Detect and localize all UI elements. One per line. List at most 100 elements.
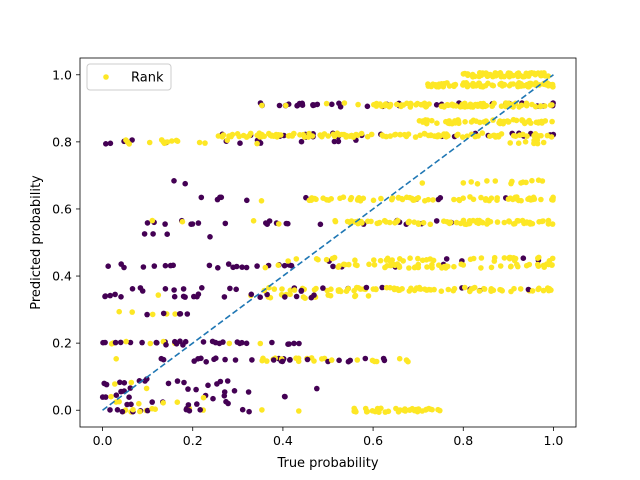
scatter-point [491,100,497,107]
scatter-point [481,286,488,292]
scatter-point [472,101,479,108]
scatter-point [384,263,390,269]
scatter-point [501,219,508,226]
scatter-point [462,119,468,125]
scatter-point [392,262,398,269]
scatter-point [331,138,338,145]
scatter-point [366,261,372,268]
scatter-point [399,286,405,292]
scatter-point [405,219,412,226]
scatter-point [417,132,423,139]
scatter-point [441,218,447,224]
scatter-point [419,180,426,186]
scatter-point [415,221,422,227]
scatter-point [490,82,497,89]
scatter-point [279,358,286,365]
scatter-point [429,117,435,124]
scatter-point [196,139,203,146]
scatter-point [507,263,514,270]
scatter-point [371,358,378,365]
scatter-point [221,294,228,300]
scatter-point [189,221,196,227]
scatter-point [254,263,260,269]
scatter-point [149,311,156,318]
scatter-point [394,286,401,292]
plot-frame [79,57,577,428]
scatter-point [518,102,525,109]
scatter-point [461,80,467,86]
scatter-point [392,131,399,138]
scatter-point [191,358,197,364]
scatter-point [282,393,288,400]
scatter-point [299,102,306,108]
scatter-point [162,221,168,227]
scatter-point [446,120,453,127]
scatter-point [302,295,308,302]
scatter-point [329,255,336,262]
scatter-point [129,137,135,143]
scatter-point [172,338,178,345]
scatter-point [349,132,355,139]
scatter-point [226,340,233,347]
scatter-point [504,100,511,107]
scatter-point [263,220,269,226]
scatter-point [413,285,420,291]
scatter-point [478,194,484,201]
scatter-point [352,293,358,300]
scatter-point [264,358,270,364]
y-tick-label: 1.0 [52,67,72,82]
scatter-point [542,73,548,79]
scatter-point [234,339,241,345]
scatter-point [236,133,242,140]
scatter-point [206,262,213,269]
scatter-point [433,102,440,108]
scatter-point [172,311,178,317]
scatter-point [218,194,225,201]
scatter-point [113,399,119,405]
scatter-point [441,263,447,270]
scatter-point [414,408,421,415]
scatter-point [472,133,479,140]
scatter-point [254,140,260,147]
scatter-point [423,287,430,293]
scatter-point [163,342,169,348]
scatter-point [203,359,209,365]
scatter-point [198,194,205,201]
x-tick-label: 0.8 [453,433,473,448]
scatter-point [399,195,405,202]
scatter-point [387,133,394,139]
x-tick-label: 0.6 [363,433,383,448]
scatter-point [396,262,402,269]
scatter-point [382,101,389,108]
scatter-point [211,356,217,363]
scatter-point [356,195,362,201]
scatter-point [233,286,239,293]
scatter-point [224,137,231,143]
scatter-point [470,74,476,80]
scatter-point [517,286,524,292]
scatter-point [521,120,528,127]
scatter-point [194,401,200,407]
scatter-point [460,195,467,201]
scatter-point [296,408,302,414]
scatter-point [490,287,497,294]
scatter-point [199,285,205,291]
scatter-point [485,217,491,224]
scatter-point [547,102,554,108]
scatter-point [354,262,360,269]
scatter-point [364,408,371,415]
scatter-point [154,340,160,346]
scatter-point [518,197,524,204]
scatter-point [239,406,246,413]
scatter-point [262,264,269,271]
scatter-point [257,294,264,301]
scatter-point [278,132,284,138]
scatter-point [365,293,372,299]
scatter-point [248,291,255,298]
y-axis-ticks: 0.0 0.2 0.4 0.6 0.8 1.0 [52,67,80,418]
scatter-point [421,130,428,137]
scatter-point [535,286,541,293]
scatter-point [498,103,505,109]
scatter-point [491,254,498,261]
scatter-point [432,82,439,88]
